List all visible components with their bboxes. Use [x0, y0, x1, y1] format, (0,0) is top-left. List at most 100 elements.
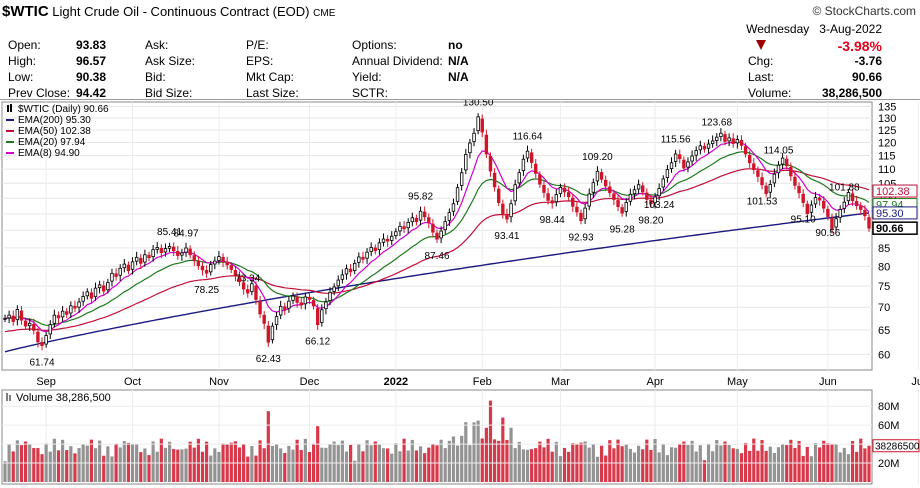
price-y-tick: 130 — [878, 113, 896, 125]
candle-body — [73, 305, 77, 309]
candle-body — [538, 174, 542, 185]
price-y-tick: 115 — [878, 150, 896, 162]
volume-bar — [595, 456, 600, 482]
volume-bar — [525, 449, 530, 482]
candle-body — [772, 173, 777, 184]
quote-value: 90.38 — [76, 70, 107, 84]
candle-body — [233, 270, 238, 277]
candle-body — [266, 325, 271, 343]
x-axis-month-label: Feb — [473, 376, 492, 388]
volume-bar — [196, 438, 200, 482]
candle-body — [229, 265, 233, 270]
candle-body — [377, 242, 382, 250]
candle-body — [649, 199, 653, 205]
candle-body — [690, 155, 694, 162]
candle-body — [52, 314, 57, 324]
candle-body — [624, 202, 628, 212]
volume-bar — [250, 445, 254, 482]
price-annotation: 62.43 — [256, 354, 281, 365]
candle-body — [743, 146, 748, 155]
volume-bar — [180, 449, 184, 482]
candle-body — [278, 305, 283, 316]
candle-body — [480, 118, 484, 133]
volume-bar — [155, 451, 159, 482]
volume-bar — [715, 439, 719, 482]
volume-bar — [546, 438, 550, 482]
brand-watermark[interactable]: © StockCharts.com — [812, 4, 916, 18]
candle-body — [81, 296, 85, 302]
right-value-tag-text: 102.38 — [876, 186, 910, 198]
candle-body — [710, 140, 715, 144]
volume-y-tick: 60M — [878, 420, 899, 432]
volume-bar — [98, 440, 102, 482]
candle-body — [645, 192, 649, 200]
price-annotation: 103.24 — [644, 200, 675, 211]
candle-body — [673, 153, 678, 162]
candle-body — [36, 331, 40, 343]
volume-bar — [93, 448, 98, 482]
volume-bar — [739, 453, 744, 482]
volume-bar — [805, 446, 809, 482]
quote-value: N/A — [448, 70, 469, 84]
candle-body — [562, 187, 567, 193]
volume-bar — [295, 439, 299, 482]
volume-bar — [110, 456, 114, 482]
volume-bar — [270, 445, 275, 482]
candle-body — [390, 235, 394, 241]
volume-y-tick: 80M — [878, 401, 899, 413]
volume-bar — [427, 447, 431, 482]
volume-bar — [674, 447, 678, 482]
x-axis-month-label: May — [727, 376, 748, 388]
volume-bar — [332, 441, 336, 482]
candle-body — [455, 187, 460, 202]
volume-bar — [850, 441, 855, 482]
price-annotation: 98.20 — [638, 215, 663, 226]
volume-bar — [32, 447, 36, 482]
candle-body — [566, 192, 571, 198]
volume-bar — [517, 441, 521, 482]
volume-bar — [56, 450, 61, 482]
volume-bar — [386, 448, 390, 482]
symbol: $WTIC — [2, 3, 49, 20]
candle-body — [184, 247, 188, 253]
volume-bar — [653, 438, 657, 482]
volume-bar — [61, 439, 65, 482]
quote-label: Bid Size: — [145, 86, 193, 100]
quote-value: 94.42 — [76, 86, 107, 100]
volume-bar — [217, 451, 221, 482]
candle-body — [307, 296, 312, 300]
volume-bar — [571, 443, 575, 482]
candle-body — [764, 185, 768, 194]
price-annotation: 130.50 — [463, 100, 494, 108]
volume-bar — [353, 460, 357, 482]
volume-bar — [801, 455, 805, 482]
candle-body — [134, 256, 139, 262]
volume-bar — [583, 441, 587, 482]
volume-bar — [307, 451, 312, 482]
candle-body — [834, 218, 838, 228]
candle-body — [459, 172, 464, 186]
price-y-tick: 110 — [878, 164, 896, 176]
price-legend-entry: EMA(50) 102.38 — [18, 126, 91, 137]
candle-body — [451, 203, 456, 212]
right-value-tag-text: 90.66 — [876, 223, 904, 235]
candle-body — [558, 187, 563, 194]
candle-body — [760, 177, 764, 186]
price-annotation: 101.53 — [747, 196, 778, 207]
volume-bar — [505, 439, 509, 482]
volume-bar — [447, 440, 451, 482]
candle-body — [237, 276, 242, 283]
volume-bar — [822, 440, 826, 482]
legend-candle-icon — [10, 104, 12, 112]
volume-bar — [567, 451, 571, 482]
price-chart[interactable]: 6065707580859095100105110115120125130135… — [0, 100, 920, 488]
volume-bar — [698, 445, 702, 482]
candle-body — [126, 264, 131, 272]
candle-body — [599, 172, 604, 180]
volume-bar — [410, 439, 414, 482]
right-value-tag-text: 95.30 — [876, 208, 904, 220]
volume-bar — [797, 441, 801, 482]
volume-bar — [402, 438, 406, 482]
volume-bar — [85, 445, 89, 482]
candle-body — [422, 211, 427, 218]
